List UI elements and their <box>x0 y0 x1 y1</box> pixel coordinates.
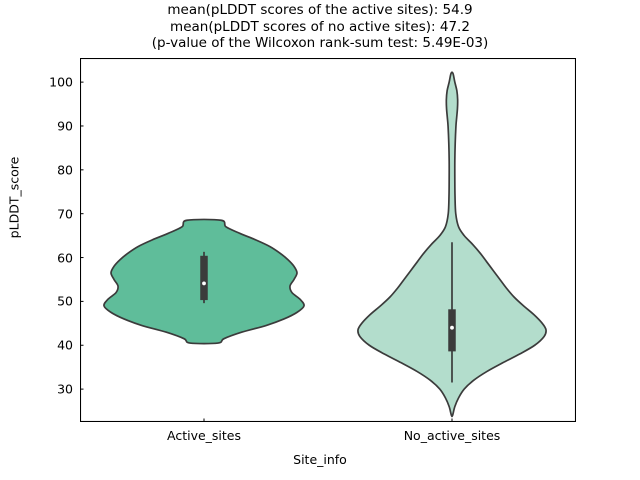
y-axis-label: pLDDT_score <box>6 156 22 239</box>
y-tick-label: 50 <box>57 293 73 309</box>
y-tick-label: 70 <box>57 206 73 222</box>
y-tick-label: 40 <box>57 337 73 353</box>
title-line-mean-active: mean(pLDDT scores of the active sites): … <box>167 2 473 18</box>
x-tick-label-active-sites: Active_sites <box>166 428 242 443</box>
axes-canvas <box>80 58 576 422</box>
y-axis-tick-labels: 30 40 50 60 70 80 90 100 <box>0 58 73 422</box>
y-tick-label: 100 <box>49 74 73 90</box>
title-line-pvalue: (p-value of the Wilcoxon rank-sum test: … <box>151 35 489 51</box>
title-line-mean-no-active: mean(pLDDT scores of no active sites): 4… <box>170 18 470 35</box>
y-tick-label: 60 <box>57 250 73 266</box>
x-axis-label: Site_info <box>293 452 347 467</box>
x-tick-label-no-active-sites: No_active_sites <box>403 428 501 443</box>
quartile-box <box>200 255 208 301</box>
median-marker <box>202 281 206 286</box>
y-tick-label: 90 <box>57 118 73 134</box>
plot-area <box>80 58 576 422</box>
x-axis-tick-labels: Active_sites No_active_sites <box>0 428 640 446</box>
y-tick-label: 30 <box>57 381 73 397</box>
axes-frame <box>80 58 576 422</box>
plot-title: mean(pLDDT scores of the active sites): … <box>0 2 640 52</box>
median-marker <box>450 325 454 330</box>
quartile-box <box>448 309 456 352</box>
y-tick-label: 80 <box>57 162 73 178</box>
